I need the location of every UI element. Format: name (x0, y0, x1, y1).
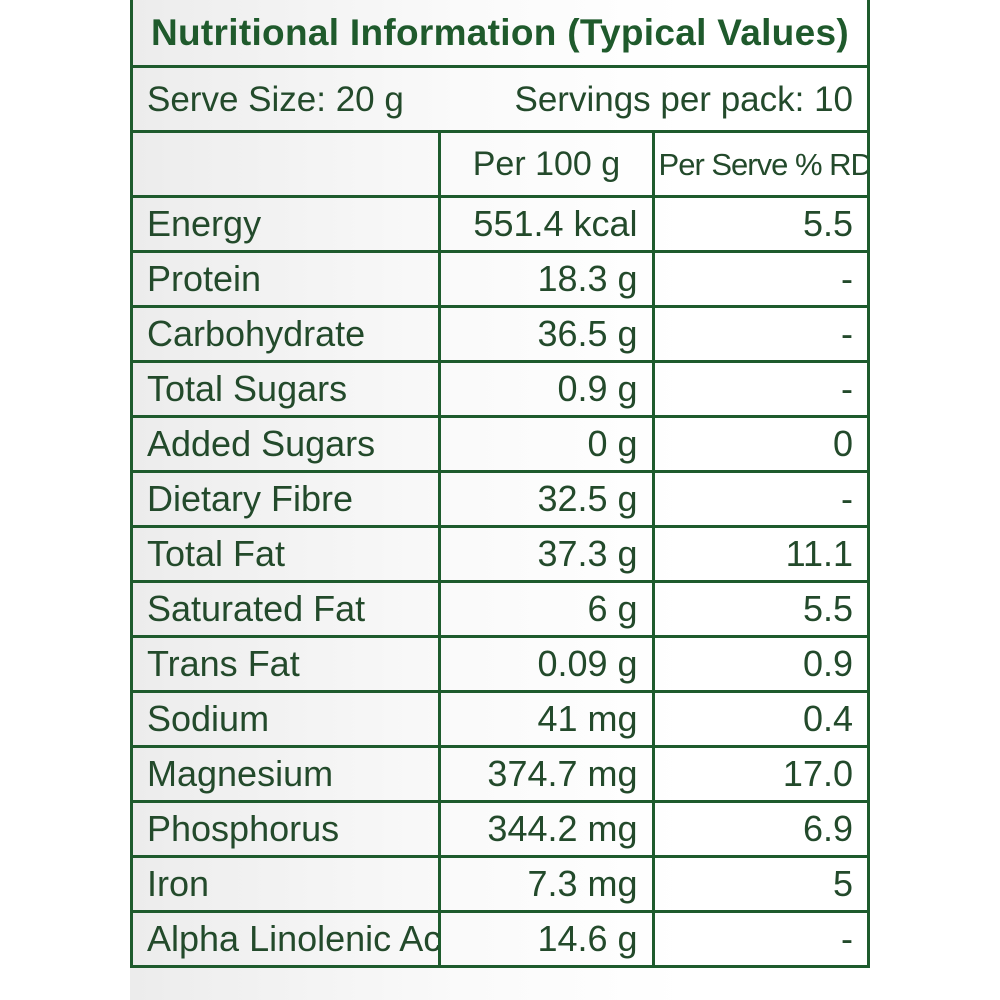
nutrient-name: Magnesium (129, 745, 442, 803)
nutrient-name: Iron (129, 855, 442, 913)
per-100g-value: 37.3 g (438, 525, 655, 583)
nutrient-name: Total Sugars (129, 360, 442, 418)
nutrient-name: Added Sugars (129, 415, 442, 473)
rda-value: 0.9 (651, 635, 871, 693)
header-per-serve-rda: Per Serve % RDA (651, 130, 871, 198)
table-title: Nutritional Information (Typical Values) (130, 0, 870, 68)
title-row: Nutritional Information (Typical Values) (130, 0, 870, 68)
per-100g-value: 0.9 g (438, 360, 655, 418)
table-row: Protein 18.3 g- (129, 250, 871, 308)
nutrient-name: Alpha Linolenic Acid (129, 910, 442, 968)
per-100g-value: 344.2 mg (438, 800, 655, 858)
nutrient-name: Total Fat (129, 525, 442, 583)
rda-value: - (651, 305, 871, 363)
per-100g-value: 18.3 g (438, 250, 655, 308)
per-100g-value: 0.09 g (438, 635, 655, 693)
nutrition-table: Nutritional Information (Typical Values)… (129, 0, 871, 968)
nutrient-name: Energy (129, 195, 442, 253)
rda-value: - (651, 470, 871, 528)
per-100g-value: 6 g (438, 580, 655, 638)
table-row: Trans Fat 0.09 g 0.9 (129, 635, 871, 693)
per-100g-value: 374.7 mg (438, 745, 655, 803)
table-row: Magnesium 374.7 mg 17.0 (129, 745, 871, 803)
nutrient-name: Sodium (129, 690, 442, 748)
nutrient-name: Dietary Fibre (129, 470, 442, 528)
header-per-100g: Per 100 g (438, 130, 655, 198)
header-row: Per 100 g Per Serve % RDA (129, 130, 871, 198)
table-row: Sodium 41 mg 0.4 (129, 690, 871, 748)
rda-value: - (651, 910, 871, 968)
per-100g-value: 41 mg (438, 690, 655, 748)
nutrient-name: Carbohydrate (129, 305, 442, 363)
rda-value: - (651, 360, 871, 418)
table-row: Energy 551.4 kcal 5.5 (129, 195, 871, 253)
table-row: Alpha Linolenic Acid 14.6 g- (129, 910, 871, 968)
rda-value: 5 (651, 855, 871, 913)
per-100g-value: 14.6 g (438, 910, 655, 968)
per-100g-value: 32.5 g (438, 470, 655, 528)
nutrient-name: Phosphorus (129, 800, 442, 858)
rda-value: - (651, 250, 871, 308)
servings-per-pack: Servings per pack: 10 (514, 79, 853, 119)
table-row: Phosphorus 344.2 mg 6.9 (129, 800, 871, 858)
nutrient-name: Saturated Fat (129, 580, 442, 638)
rda-value: 0.4 (651, 690, 871, 748)
serve-row: Serve Size: 20 g Servings per pack: 10 (130, 65, 870, 133)
rda-value: 6.9 (651, 800, 871, 858)
header-nutrient (129, 130, 442, 198)
nutrient-name: Trans Fat (129, 635, 442, 693)
per-100g-value: 36.5 g (438, 305, 655, 363)
rda-value: 11.1 (651, 525, 871, 583)
rda-value: 17.0 (651, 745, 871, 803)
table-row: Saturated Fat 6 g 5.5 (129, 580, 871, 638)
table-row: Total Sugars 0.9 g- (129, 360, 871, 418)
rda-value: 5.5 (651, 195, 871, 253)
nutrient-name: Protein (129, 250, 442, 308)
rda-value: 0 (651, 415, 871, 473)
per-100g-value: 551.4 kcal (438, 195, 655, 253)
table-row: Dietary Fibre 32.5 g- (129, 470, 871, 528)
per-100g-value: 0 g (438, 415, 655, 473)
table-row: Iron 7.3 mg 5 (129, 855, 871, 913)
table-row: Carbohydrate 36.5 g- (129, 305, 871, 363)
per-100g-value: 7.3 mg (438, 855, 655, 913)
serve-size: Serve Size: 20 g (147, 79, 404, 119)
rda-value: 5.5 (651, 580, 871, 638)
table-row: Total Fat 37.3 g 11.1 (129, 525, 871, 583)
